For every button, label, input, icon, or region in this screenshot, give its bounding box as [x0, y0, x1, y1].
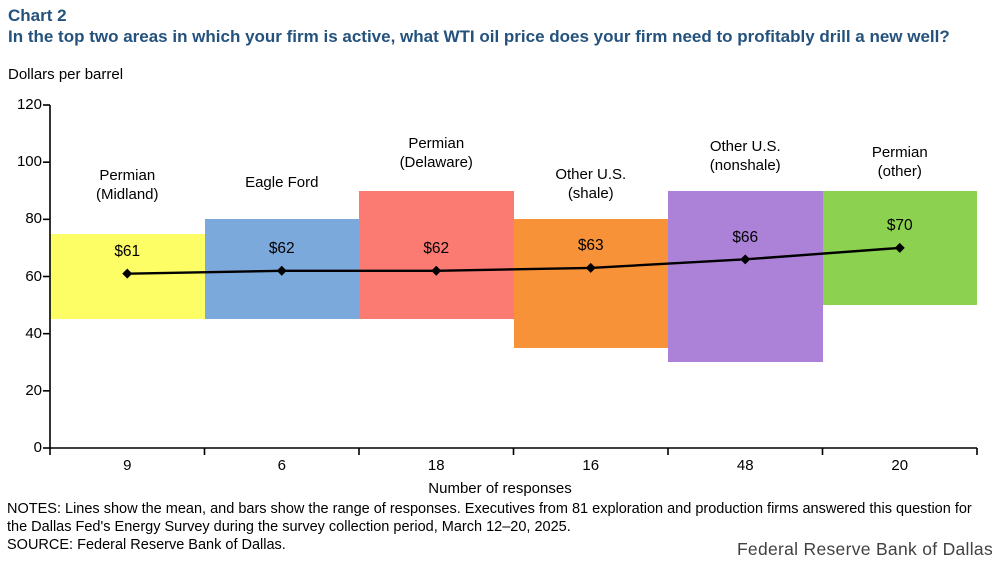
response-count-other-u-s-nonshale: 48 — [736, 457, 754, 474]
y-axis-units-label: Dollars per barrel — [8, 66, 124, 83]
category-label-permian-delaware: Permian (Delaware) — [399, 135, 473, 171]
range-bar-other-u-s-shale — [513, 219, 668, 348]
response-count-permian-other: 20 — [891, 457, 909, 474]
response-count-permian-delaware: 18 — [427, 457, 445, 474]
chart-number: Chart 2 — [8, 6, 67, 25]
dallas-fed-wordmark: Federal Reserve Bank of Dallas — [736, 539, 993, 559]
category-label-permian-midland: Permian (Midland) — [95, 167, 159, 203]
notes-block: NOTES: Lines show the mean, and bars sho… — [7, 500, 995, 554]
mean-value-label-other-u-s-nonshale: $66 — [732, 228, 759, 246]
mean-line — [127, 246, 900, 275]
mean-marker-eagle-ford — [276, 265, 287, 276]
mean-marker-permian-midland — [122, 268, 133, 279]
chart-title: In the top two areas in which your firm … — [8, 27, 950, 46]
response-count-eagle-ford: 6 — [277, 457, 286, 474]
y-tick-label-0: 0 — [33, 439, 42, 456]
category-label-other-u-s-shale: Other U.S. (shale) — [555, 166, 627, 202]
response-count-permian-midland: 9 — [123, 457, 132, 474]
mean-marker-permian-other — [894, 242, 905, 253]
mean-value-label-permian-delaware: $62 — [423, 240, 450, 258]
category-label-other-u-s-nonshale: Other U.S. (nonshale) — [709, 138, 781, 174]
category-label-eagle-ford: Eagle Ford — [245, 174, 319, 191]
x-axis-title: Number of responses — [428, 480, 572, 497]
mean-marker-permian-delaware — [431, 265, 442, 276]
notes-text: NOTES: Lines show the mean, and bars sho… — [7, 501, 972, 535]
mean-marker-other-u-s-shale — [585, 262, 596, 273]
mean-value-label-other-u-s-shale: $63 — [577, 237, 604, 255]
y-tick-label-20: 20 — [25, 381, 42, 399]
category-label-permian-other: Permian (other) — [871, 144, 928, 180]
y-tick-label-80: 80 — [25, 210, 42, 228]
y-tick-label-40: 40 — [25, 324, 42, 342]
y-tick-label-120: 120 — [16, 96, 42, 113]
mean-value-label-permian-other: $70 — [886, 217, 913, 235]
source-text: SOURCE: Federal Reserve Bank of Dallas. — [7, 537, 286, 553]
y-tick-label-100: 100 — [16, 153, 42, 171]
mean-marker-other-u-s-nonshale — [740, 254, 751, 265]
y-tick-label-60: 60 — [25, 267, 42, 285]
range-bar-permian-delaware — [359, 190, 514, 320]
mean-value-label-eagle-ford: $62 — [268, 240, 295, 258]
response-count-other-u-s-shale: 16 — [582, 457, 600, 474]
range-bar-other-u-s-nonshale — [668, 190, 823, 363]
mean-value-label-permian-midland: $61 — [114, 243, 141, 261]
